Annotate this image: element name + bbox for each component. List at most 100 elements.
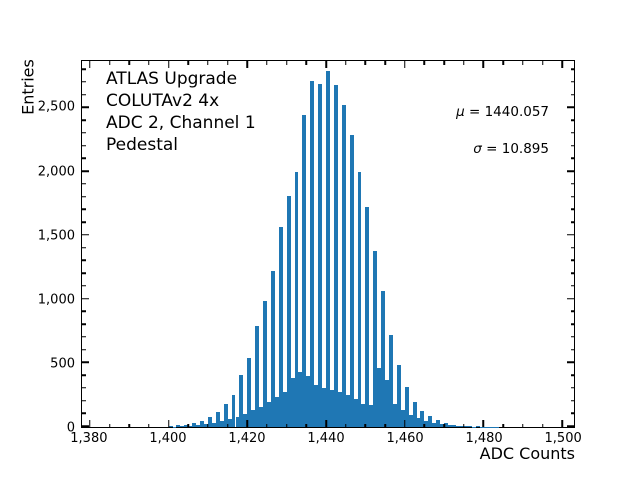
- tick-mark: [82, 93, 86, 96]
- tick-mark: [82, 412, 86, 415]
- tick-mark: [82, 348, 86, 351]
- tick-mark: [482, 420, 485, 427]
- tick-mark: [82, 246, 86, 249]
- tick-mark: [567, 297, 574, 300]
- histogram-bar: [428, 416, 433, 427]
- histogram-bar: [444, 423, 449, 427]
- histogram-bar: [176, 425, 181, 427]
- ticks-layer: [82, 61, 574, 427]
- y-tick-label: 1,000: [37, 292, 75, 308]
- y-tick-label: 1,500: [37, 228, 75, 244]
- histogram-bar: [389, 334, 393, 427]
- tick-mark: [567, 170, 574, 172]
- tick-mark: [567, 234, 574, 236]
- histogram-bar: [200, 421, 204, 427]
- histogram-bar: [259, 406, 264, 427]
- tick-mark: [82, 323, 86, 325]
- tick-mark: [285, 423, 288, 427]
- tick-mark: [570, 144, 574, 147]
- x-tick-label: 1,420: [228, 431, 266, 446]
- histogram-bar: [180, 426, 185, 427]
- histogram-bar: [255, 326, 260, 427]
- histogram-bar: [266, 402, 271, 427]
- tick-mark: [567, 106, 574, 109]
- tick-mark: [570, 259, 574, 262]
- histogram-bar: [314, 384, 319, 427]
- histogram-bar: [215, 412, 220, 427]
- tick-mark: [89, 61, 91, 68]
- histogram-bar: [365, 207, 370, 427]
- histogram-bar: [188, 425, 193, 427]
- histogram-bar: [353, 398, 358, 427]
- histogram-bar: [471, 426, 476, 427]
- tick-mark: [463, 423, 465, 427]
- histogram-bar: [219, 421, 224, 427]
- histogram-bar: [491, 426, 496, 427]
- histogram-bar: [337, 392, 342, 427]
- tick-mark: [89, 420, 91, 427]
- tick-mark: [305, 423, 308, 427]
- tick-mark: [570, 157, 574, 160]
- tick-mark: [82, 361, 89, 364]
- histogram-bar: [333, 85, 338, 427]
- histogram-bar: [349, 134, 354, 427]
- histogram-bar: [286, 195, 291, 427]
- tick-mark: [570, 323, 574, 325]
- histogram-bar: [432, 423, 437, 427]
- tick-mark: [522, 423, 524, 427]
- tick-mark: [443, 61, 445, 65]
- bars-layer: [82, 61, 574, 427]
- histogram-bar: [278, 226, 283, 427]
- tick-mark: [128, 61, 130, 65]
- tick-mark: [82, 425, 89, 427]
- annotation-line-4: Pedestal: [106, 135, 179, 155]
- histogram-bar: [424, 421, 429, 427]
- tick-mark: [266, 61, 268, 65]
- histogram-bar: [396, 365, 401, 427]
- tick-mark: [570, 132, 574, 134]
- annotation-line-2: COLUTAv2 4x: [106, 91, 220, 111]
- histogram-bar: [302, 114, 307, 427]
- histogram-bar: [475, 426, 480, 427]
- histogram-bar: [392, 403, 397, 427]
- histogram-bar: [211, 422, 216, 427]
- histogram-bar: [168, 425, 173, 427]
- plot-area: ATLAS Upgrade COLUTAv2 4x ADC 2, Channel…: [81, 60, 575, 428]
- sigma-symbol: σ: [473, 141, 482, 157]
- histogram-bar: [207, 417, 212, 427]
- tick-mark: [325, 420, 327, 427]
- tick-mark: [502, 423, 504, 427]
- x-tick-label: 1,400: [149, 431, 187, 446]
- histogram-bar: [455, 425, 460, 427]
- histogram-bar: [239, 375, 244, 427]
- histogram-bar: [235, 416, 240, 427]
- histogram-bar: [369, 405, 374, 427]
- tick-mark: [82, 144, 86, 147]
- histogram-bar: [196, 425, 201, 427]
- tick-mark: [167, 61, 170, 68]
- histogram-bar: [298, 371, 303, 427]
- tick-mark: [570, 183, 574, 185]
- tick-mark: [570, 221, 574, 223]
- tick-mark: [502, 61, 504, 65]
- tick-mark: [82, 285, 86, 287]
- histogram-bar: [326, 70, 330, 427]
- histogram-bar: [416, 417, 421, 427]
- histogram-bar: [290, 378, 295, 427]
- tick-mark: [570, 272, 574, 274]
- histogram-bar: [408, 414, 413, 427]
- histogram-bar: [270, 270, 275, 427]
- histogram-bar: [420, 410, 425, 427]
- tick-mark: [82, 157, 86, 160]
- histogram-bar: [306, 375, 311, 427]
- tick-mark: [561, 420, 563, 427]
- histogram-bar: [385, 379, 389, 427]
- tick-mark: [364, 61, 367, 65]
- tick-mark: [108, 61, 111, 65]
- tick-mark: [187, 61, 190, 65]
- histogram-bar: [318, 84, 323, 427]
- histogram-bar: [381, 291, 386, 427]
- tick-mark: [167, 420, 170, 427]
- histogram-bar: [282, 391, 287, 427]
